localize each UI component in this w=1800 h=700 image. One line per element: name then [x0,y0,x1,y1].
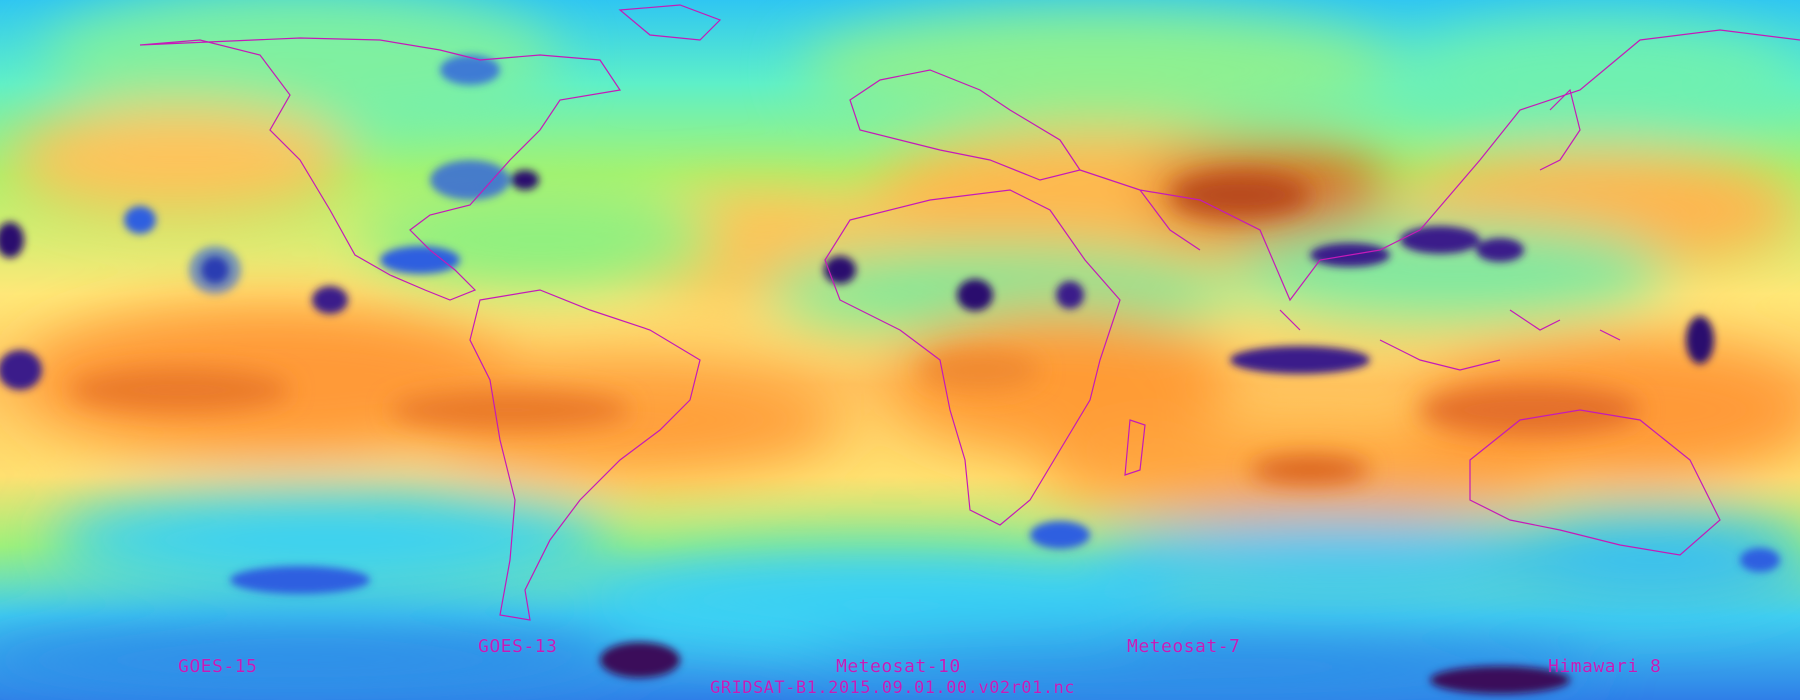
coast-africa [824,189,1121,526]
coast-indonesia [1279,309,1621,371]
filename-label: GRIDSAT-B1.2015.09.01.00.v02r01.nc [710,678,1075,698]
goes13-label: GOES-13 [478,636,558,657]
coast-madagascar [1124,419,1146,476]
coastlines [139,4,1800,621]
coast-south-america [469,289,701,621]
coast-australia [1469,409,1721,556]
cloud-clusters [0,55,1780,694]
coast-greenland [618,4,722,41]
goes15-label: GOES-15 [178,656,258,677]
himawari8-label: Himawari 8 [1548,656,1662,677]
coast-asia [1079,29,1800,302]
coast-north-america [139,37,622,301]
coast-japan [1539,88,1581,171]
meteosat7-label: Meteosat-7 [1127,636,1241,657]
meteosat10-label: Meteosat-10 [836,656,961,677]
